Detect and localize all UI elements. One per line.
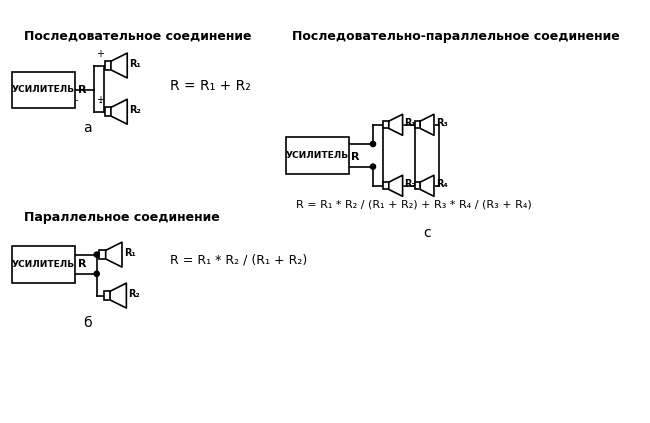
- Polygon shape: [389, 114, 402, 135]
- Text: R: R: [77, 85, 86, 95]
- Circle shape: [94, 252, 99, 257]
- Bar: [384, 182, 389, 190]
- Polygon shape: [389, 175, 402, 196]
- Text: Последовательное соединение: Последовательное соединение: [25, 30, 252, 43]
- Text: +: +: [96, 49, 104, 58]
- Bar: [104, 291, 110, 300]
- Polygon shape: [420, 175, 434, 196]
- Text: R: R: [77, 259, 86, 269]
- Text: -: -: [74, 95, 77, 105]
- Text: R₂: R₂: [129, 105, 140, 115]
- Text: -: -: [98, 97, 102, 107]
- Text: +: +: [96, 95, 104, 105]
- Polygon shape: [111, 53, 127, 78]
- Bar: [384, 121, 389, 129]
- Bar: [12, 71, 75, 108]
- Bar: [286, 137, 348, 173]
- Text: R: R: [351, 152, 359, 162]
- Circle shape: [370, 141, 376, 147]
- Bar: [12, 246, 75, 283]
- Text: с: с: [423, 226, 431, 240]
- Text: Последовательно-параллельное соединение: Последовательно-параллельное соединение: [292, 30, 619, 43]
- Text: а: а: [83, 121, 92, 135]
- Text: УСИЛИТЕЛЬ: УСИЛИТЕЛЬ: [12, 85, 75, 94]
- Text: УСИЛИТЕЛЬ: УСИЛИТЕЛЬ: [285, 151, 349, 160]
- Circle shape: [370, 164, 376, 169]
- Polygon shape: [111, 99, 127, 124]
- Polygon shape: [110, 283, 126, 308]
- Polygon shape: [106, 242, 122, 267]
- Bar: [99, 250, 106, 259]
- Text: R₃: R₃: [436, 118, 447, 128]
- Bar: [105, 61, 111, 70]
- Text: R₂: R₂: [404, 179, 416, 189]
- Polygon shape: [420, 114, 434, 135]
- Text: УСИЛИТЕЛЬ: УСИЛИТЕЛЬ: [12, 260, 75, 269]
- Bar: [415, 182, 420, 190]
- Text: R₂: R₂: [128, 289, 140, 299]
- Text: R₁: R₁: [129, 59, 140, 69]
- Text: R = R₁ * R₂ / (R₁ + R₂) + R₃ * R₄ / (R₃ + R₄): R = R₁ * R₂ / (R₁ + R₂) + R₃ * R₄ / (R₃ …: [296, 200, 532, 210]
- Text: Параллельное соединение: Параллельное соединение: [25, 211, 220, 224]
- Text: R₁: R₁: [404, 118, 416, 128]
- Text: R₁: R₁: [124, 248, 135, 258]
- Text: R = R₁ + R₂: R = R₁ + R₂: [170, 79, 251, 93]
- Text: R = R₁ * R₂ / (R₁ + R₂): R = R₁ * R₂ / (R₁ + R₂): [170, 253, 307, 266]
- Bar: [105, 107, 111, 116]
- Bar: [415, 121, 420, 129]
- Circle shape: [94, 271, 99, 276]
- Text: R₄: R₄: [436, 179, 447, 189]
- Text: б: б: [83, 316, 92, 330]
